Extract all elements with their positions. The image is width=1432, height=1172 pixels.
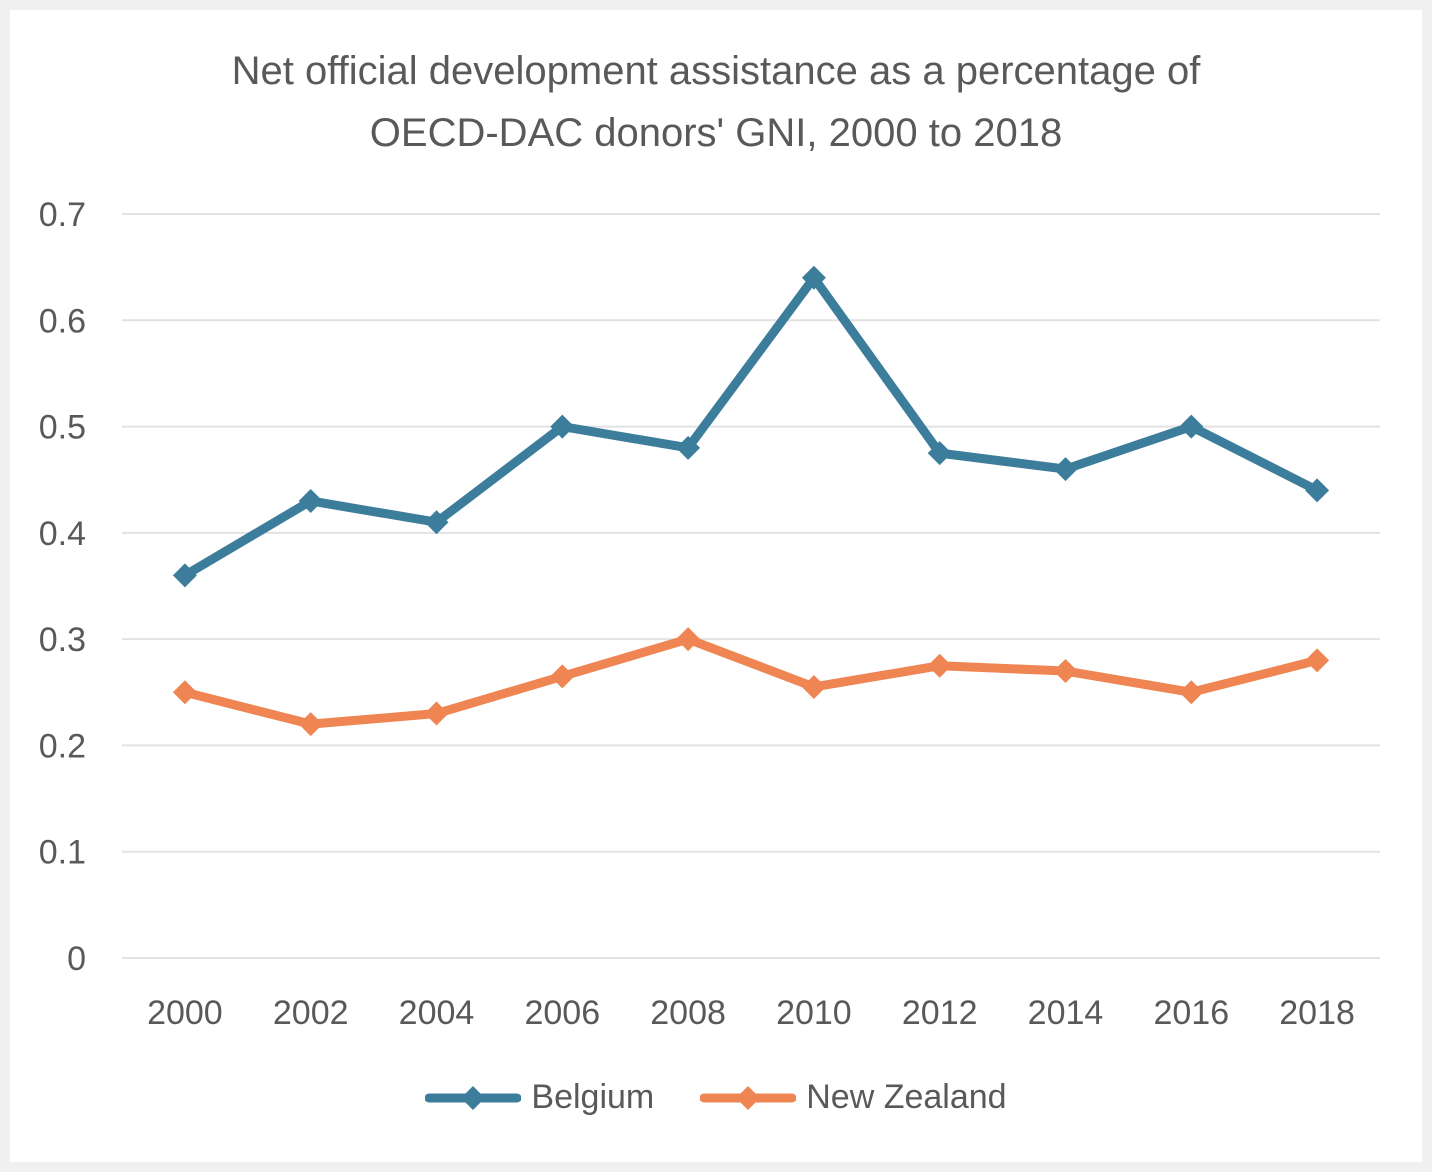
x-tick-label: 2004: [399, 994, 475, 1032]
gridlines: [122, 213, 1380, 959]
legend-label-new-zealand: New Zealand: [806, 1078, 1007, 1116]
data-point-new-zealand: [1179, 680, 1204, 705]
series-line-new-zealand: [180, 634, 1322, 729]
y-tick-label: 0.1: [39, 834, 86, 872]
data-point-belgium: [676, 435, 701, 460]
series-new-zealand: [172, 627, 1330, 737]
data-point-new-zealand: [927, 653, 952, 678]
data-point-new-zealand: [298, 712, 323, 737]
x-tick-label: 2010: [776, 994, 852, 1032]
x-tick-label: 2008: [650, 994, 726, 1032]
chart-title: Net official development assistance as a…: [0, 40, 1432, 164]
data-point-new-zealand: [172, 680, 197, 705]
x-tick-label: 2014: [1028, 994, 1104, 1032]
data-point-belgium: [1305, 478, 1330, 503]
data-point-new-zealand: [801, 674, 826, 699]
chart-title-line-2: OECD-DAC donors' GNI, 2000 to 2018: [369, 111, 1063, 155]
data-point-new-zealand: [1305, 648, 1330, 673]
y-tick-label: 0.7: [39, 196, 86, 234]
x-tick-label: 2018: [1279, 994, 1355, 1032]
data-point-belgium: [172, 563, 197, 588]
data-point-new-zealand: [1053, 659, 1078, 684]
data-point-belgium: [550, 414, 575, 439]
data-point-belgium: [1053, 457, 1078, 482]
chart-title-line-1: Net official development assistance as a…: [231, 49, 1201, 93]
legend-item-new-zealand: New Zealand: [700, 1078, 1007, 1117]
data-point-belgium: [424, 510, 449, 535]
data-point-belgium: [298, 488, 323, 513]
legend-swatch-new-zealand: [700, 1085, 797, 1110]
x-tick-label: 2000: [147, 994, 223, 1032]
data-point-new-zealand: [550, 664, 575, 689]
x-tick-label: 2006: [524, 994, 600, 1032]
legend-item-belgium: Belgium: [425, 1078, 654, 1117]
chart-card: [10, 10, 1422, 1162]
data-point-new-zealand: [424, 701, 449, 726]
series-lines: [172, 265, 1330, 737]
y-tick-label: 0.4: [39, 515, 86, 553]
data-point-belgium: [801, 265, 826, 290]
x-axis-ticks: 2000 2002 2004 2006 2008 2010 2012 2014 2016 2018: [147, 994, 1355, 1032]
series-belgium: [172, 265, 1330, 588]
legend-swatch-belgium: [425, 1085, 522, 1110]
y-axis-ticks: 0 0.1 0.2 0.3 0.4 0.5 0.6 0.7: [39, 196, 86, 978]
y-tick-label: 0.6: [39, 302, 86, 340]
x-tick-label: 2002: [273, 994, 349, 1032]
data-point-belgium: [927, 441, 952, 466]
y-tick-label: 0.3: [39, 621, 86, 659]
series-line-belgium: [180, 273, 1322, 580]
x-tick-label: 2016: [1153, 994, 1229, 1032]
y-tick-label: 0: [67, 940, 86, 978]
legend-label-belgium: Belgium: [531, 1078, 655, 1116]
y-tick-label: 0.2: [39, 727, 86, 765]
data-point-new-zealand: [676, 627, 701, 652]
y-tick-label: 0.5: [39, 409, 86, 447]
chart-legend: Belgium New Zealand: [0, 1078, 1432, 1117]
data-point-belgium: [1179, 414, 1204, 439]
x-tick-label: 2012: [902, 994, 978, 1032]
